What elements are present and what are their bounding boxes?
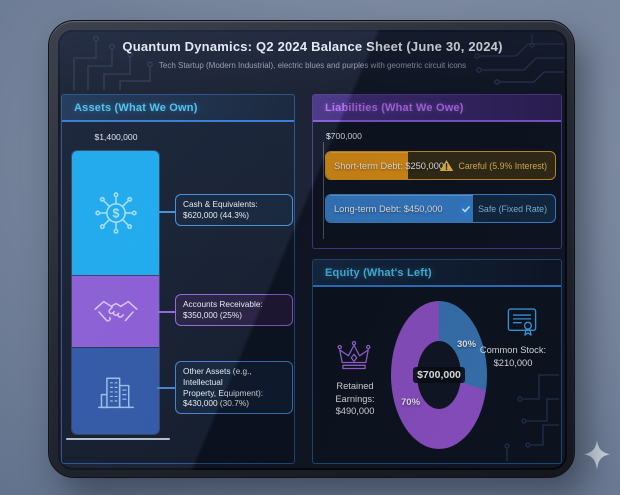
tablet-frame: Quantum Dynamics: Q2 2024 Balance Sheet … — [48, 20, 575, 478]
long-term-debt-fill — [326, 195, 474, 222]
dashboard-header: Quantum Dynamics: Q2 2024 Balance Sheet … — [58, 30, 567, 92]
connector-receivable — [157, 311, 175, 313]
other-assets-callout: Other Assets (e.g., Intellectual Propert… — [175, 361, 293, 415]
handshake-icon — [93, 300, 138, 322]
retained-earnings-label: Retained Earnings: $490,000 — [335, 381, 375, 417]
short-term-debt-label: Short-term Debt: $250,000 — [334, 160, 445, 171]
short-term-debt-note-text: Careful (5.9% Interest) — [458, 160, 548, 171]
circuit-pattern-equity-corner — [504, 374, 559, 461]
long-term-debt-note: Safe (Fixed Rate) — [459, 195, 547, 222]
equity-center-label-wrap: $700,000 — [391, 301, 487, 449]
connector-other — [157, 387, 175, 389]
assets-segment-cash: $ — [72, 151, 159, 276]
common-stock-pct-label: 30% — [457, 339, 477, 350]
warning-triangle-icon — [439, 160, 453, 171]
assets-panel: Assets (What We Own) $1,400,000 $ — [61, 94, 295, 464]
equity-panel: Equity (What's Left) Retained Earnings: … — [312, 259, 562, 464]
short-term-debt-note: Careful (5.9% Interest) — [439, 152, 548, 179]
liabilities-total-label: $700,000 — [326, 131, 362, 141]
equity-center-label: $700,000 — [413, 367, 465, 383]
liabilities-panel-title: Liabilities (What We Owe) — [313, 95, 561, 122]
short-term-debt-bar: Short-term Debt: $250,000 Careful (5.9% … — [325, 151, 556, 180]
assets-bar-baseline — [66, 438, 170, 440]
assets-segment-other — [72, 346, 159, 434]
assets-segment-receivable — [72, 275, 159, 347]
crown-icon — [337, 340, 371, 370]
circuit-dollar-icon: $ — [94, 192, 137, 235]
equity-donut: 30% 70% $700,000 — [391, 301, 487, 449]
receivable-callout: Accounts Receivable: $350,000 (25%) — [175, 294, 293, 326]
dashboard-screen: Quantum Dynamics: Q2 2024 Balance Sheet … — [58, 30, 567, 470]
long-term-debt-bar: Long-term Debt: $450,000 Safe (Fixed Rat… — [325, 194, 556, 223]
sparkle-icon — [584, 440, 610, 470]
svg-text:$: $ — [112, 207, 119, 221]
certificate-icon — [507, 308, 537, 336]
common-stock-label: Common Stock: $210,000 — [479, 345, 547, 368]
liabilities-axis-line — [323, 142, 324, 239]
retained-earnings-pct-label: 70% — [401, 397, 421, 408]
long-term-debt-label: Long-term Debt: $450,000 — [334, 203, 443, 214]
liabilities-panel: Liabilities (What We Owe) $700,000 Short… — [312, 94, 562, 249]
building-icon — [97, 377, 134, 408]
cash-callout: Cash & Equivalents: $620,000 (44.3%) — [175, 194, 293, 226]
assets-stacked-bar: $ — [72, 151, 159, 434]
equity-panel-title: Equity (What's Left) — [313, 260, 561, 287]
page-title: Quantum Dynamics: Q2 2024 Balance Sheet … — [122, 39, 503, 54]
long-term-debt-note-text: Safe (Fixed Rate) — [478, 203, 547, 214]
short-term-debt-fill — [326, 152, 408, 179]
page-subtitle: Tech Startup (Modern Industrial), electr… — [158, 61, 467, 70]
connector-cash — [157, 211, 175, 213]
assets-total-label: $1,400,000 — [94, 132, 138, 142]
check-circle-icon — [459, 202, 473, 215]
assets-panel-title: Assets (What We Own) — [62, 95, 294, 122]
